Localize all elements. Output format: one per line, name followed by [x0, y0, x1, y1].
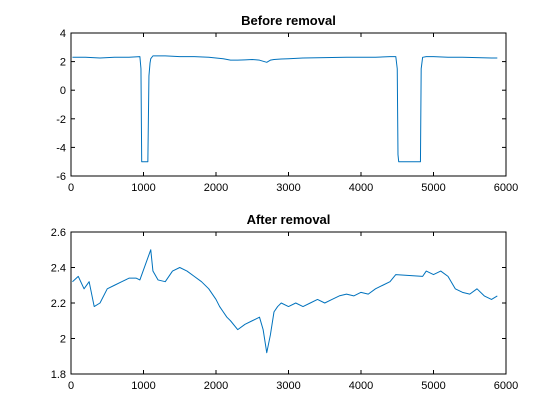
x-tick-label-1: 0 — [68, 182, 74, 194]
y-tick-label-2: 2 — [60, 334, 66, 346]
chart-title-1: Before removal — [241, 13, 336, 28]
y-tick-label-1: 2 — [60, 57, 66, 69]
y-tick-label-1: 4 — [60, 28, 66, 40]
x-tick-label-1: 1000 — [131, 182, 155, 194]
x-tick-label-1: 3000 — [276, 182, 300, 194]
y-tick-label-1: 0 — [60, 85, 66, 97]
series-line-2-1 — [72, 249, 498, 354]
x-tick-label-2: 3000 — [276, 380, 300, 392]
x-tick-label-2: 1000 — [131, 380, 155, 392]
x-tick-label-1: 6000 — [494, 182, 518, 194]
y-tick-label-2: 2.6 — [51, 227, 66, 239]
y-tick-label-1: -2 — [56, 114, 66, 126]
x-tick-label-1: 5000 — [421, 182, 445, 194]
subplot-1: Before removal 0 1000 2000 3000 4000 5000 6000 -… — [56, 13, 518, 194]
x-tick-label-1: 2000 — [204, 182, 228, 194]
y-tick-label-1: -6 — [56, 171, 66, 183]
x-tick-label-2: 6000 — [494, 380, 518, 392]
x-tick-label-2: 2000 — [204, 380, 228, 392]
series-line-1-1 — [72, 55, 498, 163]
x-tick-label-1: 4000 — [349, 182, 373, 194]
x-tick-label-2: 5000 — [421, 380, 445, 392]
chart-title-2: After removal — [247, 212, 331, 227]
y-tick-label-2: 2.2 — [51, 298, 66, 310]
y-tick-label-1: -4 — [56, 142, 66, 154]
x-tick-label-2: 4000 — [349, 380, 373, 392]
axes-box-1 — [70, 32, 507, 177]
subplot-2: After removal 0 1000 2000 3000 4000 5000 6000 1.… — [51, 212, 519, 392]
axes-box-2 — [70, 231, 507, 375]
y-tick-label-2: 2.4 — [51, 263, 66, 275]
y-tick-label-2: 1.8 — [51, 369, 66, 381]
x-tick-label-2: 0 — [68, 380, 74, 392]
